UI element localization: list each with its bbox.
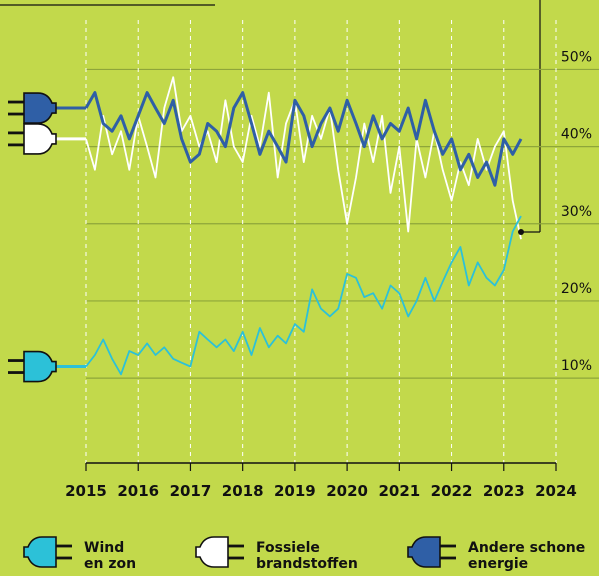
x-tick-label: 2021 [378, 482, 420, 500]
x-tick-label: 2016 [117, 482, 159, 500]
legend-label: Wind en zon [84, 540, 137, 572]
plug-body [407, 536, 441, 568]
plug-icon [8, 92, 57, 124]
series-line [84, 91, 523, 187]
plug-body [23, 123, 57, 155]
y-tick-label: 30% [561, 204, 592, 220]
x-tick-label: 2022 [431, 482, 473, 500]
x-tick-label: 2018 [222, 482, 264, 500]
plug-body [23, 536, 57, 568]
legend-label: Andere schone energie [468, 540, 586, 572]
plug-body [23, 92, 57, 124]
x-tick-label: 2015 [65, 482, 107, 500]
y-tick-label: 10% [561, 358, 592, 374]
legend-plug [407, 536, 456, 568]
y-tick-label: 20% [561, 281, 592, 297]
x-tick-label: 2023 [483, 482, 525, 500]
series-line [85, 215, 522, 376]
series-line [85, 76, 522, 240]
y-tick-label: 40% [561, 127, 592, 143]
plug-body [23, 350, 57, 383]
plug-icon [8, 123, 57, 155]
decoration [0, 0, 541, 233]
x-tick-label: 2017 [170, 482, 212, 500]
legend-plug [23, 536, 72, 568]
x-tick-label: 2020 [326, 482, 368, 500]
legend-plug [195, 536, 244, 568]
annotation-dot [518, 229, 525, 235]
plug-body [195, 536, 229, 568]
x-tick-label: 2019 [274, 482, 316, 500]
y-tick-label: 50% [561, 49, 592, 65]
x-tick-label: 2024 [535, 482, 577, 500]
plug-icon [8, 350, 57, 383]
legend-label: Fossiele brandstoffen [256, 540, 358, 572]
